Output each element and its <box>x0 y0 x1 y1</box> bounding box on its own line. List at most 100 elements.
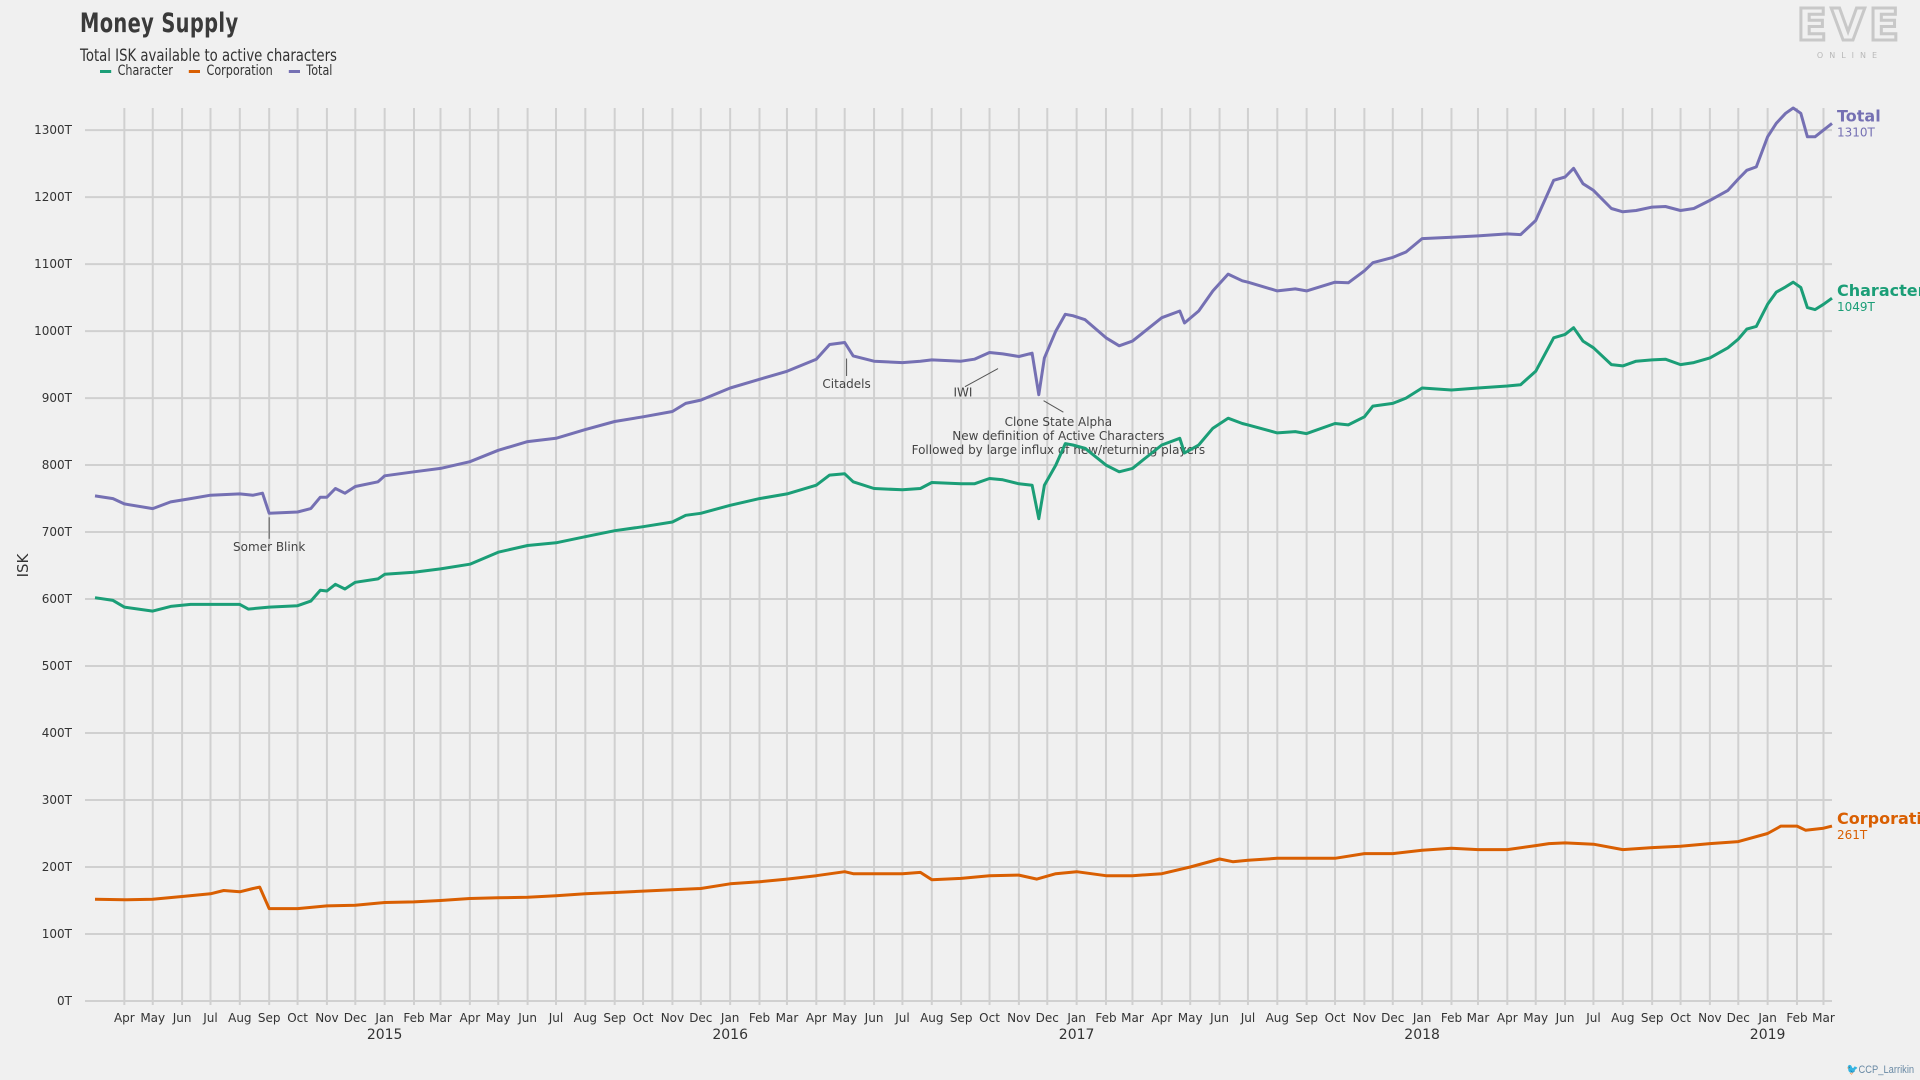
x-tick-label: Sep <box>1641 1011 1664 1025</box>
x-tick-label: Oct <box>1325 1011 1346 1025</box>
x-tick-label: Jun <box>864 1011 884 1025</box>
legend: Character Corporation Total <box>100 63 340 79</box>
end-label-character: Character <box>1837 281 1920 300</box>
x-tick-label: Dec <box>344 1011 367 1025</box>
grid-lines <box>85 108 1832 1005</box>
legend-item-character: Character <box>100 63 173 79</box>
x-year-label: 2018 <box>1404 1027 1440 1043</box>
y-tick-label: 1000T <box>34 324 73 338</box>
end-value-character: 1049T <box>1837 300 1876 314</box>
x-tick-label: Feb <box>1095 1011 1116 1025</box>
y-tick-label: 1300T <box>34 123 73 137</box>
x-tick-label: Oct <box>1670 1011 1691 1025</box>
x-tick-label: Sep <box>1295 1011 1318 1025</box>
x-tick-label: Jan <box>1066 1011 1086 1025</box>
y-tick-label: 0T <box>57 994 73 1008</box>
x-tick-label: Aug <box>920 1011 943 1025</box>
y-tick-label: 100T <box>42 927 73 941</box>
x-tick-label: Aug <box>1611 1011 1634 1025</box>
annotation-label: New definition of Active Characters <box>952 429 1164 443</box>
x-tick-label: Jan <box>374 1011 394 1025</box>
x-tick-label: May <box>832 1011 857 1025</box>
x-tick-label: Sep <box>950 1011 973 1025</box>
y-tick-label: 1200T <box>34 190 73 204</box>
y-tick-label: 1100T <box>34 257 73 271</box>
x-tick-label: Feb <box>1441 1011 1462 1025</box>
series-line-character <box>94 280 1833 613</box>
x-tick-label: Jul <box>894 1011 909 1025</box>
x-tick-label: Dec <box>1036 1011 1059 1025</box>
x-tick-label: Mar <box>1121 1011 1144 1025</box>
end-label-corporation: Corporation <box>1837 809 1920 828</box>
x-tick-label: Nov <box>661 1011 684 1025</box>
series-line-total <box>94 106 1833 515</box>
series-line-corporation <box>94 824 1833 911</box>
y-tick-label: 200T <box>42 860 73 874</box>
series-lines <box>94 106 1833 911</box>
annotation-label: Clone State Alpha <box>1005 415 1113 429</box>
x-tick-label: Jul <box>1585 1011 1600 1025</box>
x-tick-label: Oct <box>979 1011 1000 1025</box>
end-label-total: Total <box>1837 106 1881 125</box>
x-tick-label: Jan <box>1757 1011 1777 1025</box>
x-tick-label: Feb <box>749 1011 770 1025</box>
x-tick-label: Jul <box>548 1011 563 1025</box>
y-tick-label: 800T <box>42 458 73 472</box>
credit-text: CCP_Larrikin <box>1858 1064 1914 1076</box>
annotation-leader <box>1043 400 1064 413</box>
y-tick-label: 900T <box>42 391 73 405</box>
x-tick-label: Oct <box>287 1011 308 1025</box>
legend-swatch-total <box>288 69 300 73</box>
annotation-label: Followed by large influx of new/returnin… <box>912 443 1206 457</box>
x-tick-label: Dec <box>689 1011 712 1025</box>
x-tick-label: Jun <box>1555 1011 1575 1025</box>
x-tick-label: Jun <box>1209 1011 1229 1025</box>
x-tick-label: Jan <box>1412 1011 1432 1025</box>
y-tick-label: 600T <box>42 592 73 606</box>
y-axis-label: ISK <box>14 552 32 577</box>
x-tick-label: Mar <box>1467 1011 1490 1025</box>
x-tick-label: Nov <box>315 1011 338 1025</box>
x-tick-label: Nov <box>1007 1011 1030 1025</box>
x-tick-label: Dec <box>1381 1011 1404 1025</box>
x-year-label: 2017 <box>1059 1027 1095 1043</box>
end-value-corporation: 261T <box>1837 828 1868 842</box>
legend-item-total: Total <box>288 63 332 79</box>
legend-swatch-character <box>100 69 112 73</box>
y-tick-label: 500T <box>42 659 73 673</box>
x-tick-label: Sep <box>603 1011 626 1025</box>
chart-subtitle: Total ISK available to active characters <box>80 46 337 66</box>
x-tick-label: Apr <box>114 1011 135 1025</box>
x-tick-label: Mar <box>1812 1011 1835 1025</box>
x-tick-label: May <box>1523 1011 1548 1025</box>
x-tick-label: Apr <box>1151 1011 1172 1025</box>
x-tick-label: Apr <box>459 1011 480 1025</box>
x-tick-label: Feb <box>403 1011 424 1025</box>
x-tick-label: Aug <box>228 1011 251 1025</box>
annotation-leader <box>964 368 999 388</box>
annotation-label: Citadels <box>822 377 870 391</box>
eve-online-logo: EVE ONLINE <box>1795 2 1903 60</box>
logo-subtext: ONLINE <box>1817 51 1883 60</box>
y-tick-label: 700T <box>42 525 73 539</box>
x-tick-label: Feb <box>1786 1011 1807 1025</box>
x-year-label: 2019 <box>1750 1027 1786 1043</box>
end-value-total: 1310T <box>1837 125 1876 139</box>
x-tick-label: Oct <box>633 1011 654 1025</box>
legend-label-corporation: Corporation <box>206 63 273 79</box>
x-tick-label: May <box>486 1011 511 1025</box>
legend-label-character: Character <box>117 63 173 79</box>
y-tick-label: 300T <box>42 793 73 807</box>
annotation-label: Somer Blink <box>233 540 305 554</box>
legend-item-corporation: Corporation <box>188 63 273 79</box>
credit: 🐦CCP_Larrikin <box>1847 1063 1914 1076</box>
x-tick-label: Aug <box>574 1011 597 1025</box>
logo-text: EVE <box>1797 2 1903 51</box>
x-tick-label: Apr <box>1497 1011 1518 1025</box>
x-tick-label: Aug <box>1266 1011 1289 1025</box>
y-tick-label: 400T <box>42 726 73 740</box>
axes: 0T 100T 200T 300T 400T 500T 600T 700T 800T 900T 10… <box>14 123 1835 1043</box>
x-tick-label: Nov <box>1698 1011 1721 1025</box>
